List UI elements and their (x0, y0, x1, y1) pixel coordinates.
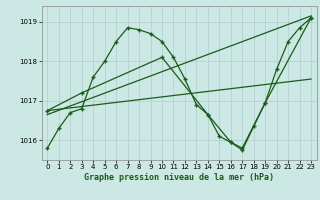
X-axis label: Graphe pression niveau de la mer (hPa): Graphe pression niveau de la mer (hPa) (84, 173, 274, 182)
